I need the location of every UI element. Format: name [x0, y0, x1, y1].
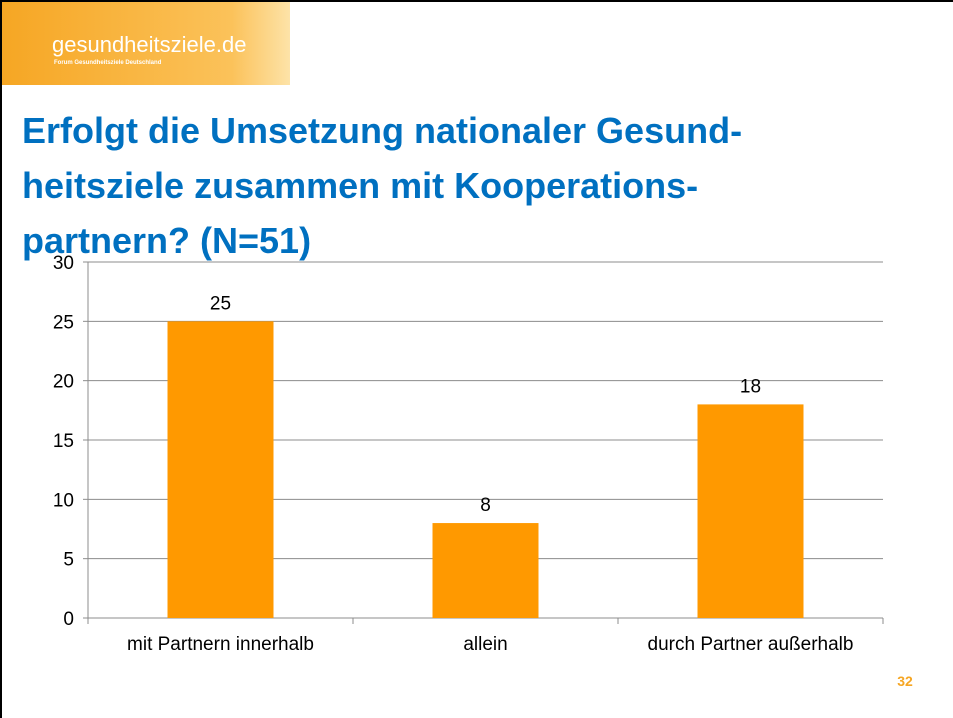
chart-title: partnern? (N=51) [22, 220, 311, 261]
y-tick-label: 30 [53, 253, 74, 274]
y-tick-label: 20 [53, 372, 74, 393]
logo: gesundheitsziele.de [52, 32, 246, 57]
y-tick-label: 15 [53, 431, 74, 452]
chart-title: Erfolgt die Umsetzung nationaler Gesund- [22, 110, 742, 151]
x-tick-label: allein [463, 634, 507, 655]
header-band [0, 0, 290, 85]
x-tick-label: mit Partnern innerhalb [127, 634, 314, 655]
x-tick-label: durch Partner außerhalb [648, 634, 854, 655]
page-number: 32 [897, 673, 913, 689]
value-label: 8 [480, 495, 491, 516]
chart-title: heitsziele zusammen mit Kooperations- [22, 165, 698, 206]
y-tick-label: 0 [63, 609, 74, 630]
y-tick-label: 5 [63, 550, 74, 571]
value-label: 25 [210, 293, 231, 314]
y-tick-label: 25 [53, 312, 74, 333]
value-label: 18 [740, 376, 761, 397]
bar [697, 404, 804, 618]
bar [167, 321, 274, 618]
bar [432, 523, 539, 618]
logo-subtitle: Forum Gesundheitsziele Deutschland [54, 60, 162, 66]
y-tick-label: 10 [53, 490, 74, 511]
